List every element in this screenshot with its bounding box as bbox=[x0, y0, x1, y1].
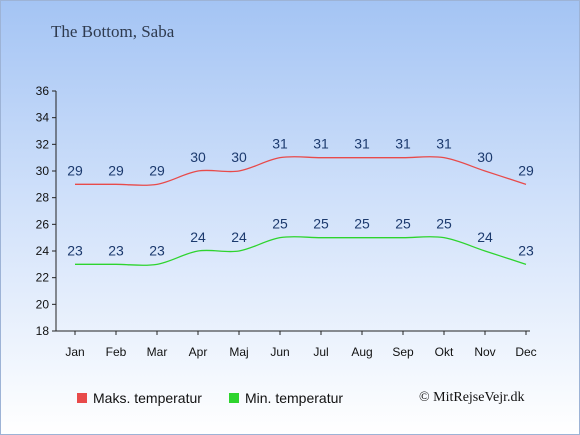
max-temperature-line bbox=[74, 156, 527, 186]
min-data-label: 23 bbox=[149, 242, 165, 258]
x-tick-label: Nov bbox=[474, 345, 495, 359]
min-data-label: 24 bbox=[190, 229, 206, 245]
chart-title: The Bottom, Saba bbox=[51, 22, 175, 41]
x-tick-label: Dec bbox=[515, 345, 536, 359]
min-data-label: 25 bbox=[272, 216, 288, 232]
max-data-label: 31 bbox=[436, 136, 452, 152]
legend-min: Min. temperatur bbox=[229, 390, 343, 406]
legend-min-label: Min. temperatur bbox=[245, 390, 344, 406]
y-tick-label: 20 bbox=[36, 297, 50, 311]
min-temperature-line bbox=[75, 236, 527, 266]
x-tick-label: Jun bbox=[270, 345, 289, 359]
legend-max: Maks. temperatur bbox=[77, 390, 202, 406]
max-data-label: 31 bbox=[313, 136, 329, 152]
x-tick-label: Sep bbox=[392, 345, 414, 359]
max-data-label: 29 bbox=[108, 162, 124, 178]
y-tick-label: 26 bbox=[36, 217, 50, 231]
y-tick-label: 22 bbox=[36, 271, 50, 285]
y-tick-label: 30 bbox=[36, 164, 50, 178]
x-tick-label: Mar bbox=[147, 345, 168, 359]
x-tick-label: Apr bbox=[189, 345, 208, 359]
legend-max-swatch bbox=[77, 393, 87, 403]
min-data-label: 25 bbox=[354, 216, 370, 232]
min-data-label: 23 bbox=[67, 242, 83, 258]
max-data-label: 31 bbox=[272, 136, 288, 152]
max-data-label: 30 bbox=[477, 149, 493, 165]
y-tick-label: 32 bbox=[36, 137, 50, 151]
y-tick-label: 18 bbox=[36, 324, 50, 338]
max-data-label: 30 bbox=[190, 149, 206, 165]
max-data-label: 29 bbox=[518, 162, 534, 178]
max-data-label: 31 bbox=[395, 136, 411, 152]
x-tick-label: Okt bbox=[435, 345, 454, 359]
y-tick-label: 24 bbox=[36, 244, 50, 258]
x-tick-label: Aug bbox=[351, 345, 372, 359]
x-tick-label: Maj bbox=[229, 345, 248, 359]
legend-max-label: Maks. temperatur bbox=[93, 390, 202, 406]
min-data-label: 25 bbox=[436, 216, 452, 232]
y-tick-label: 36 bbox=[36, 84, 50, 98]
x-tick-label: Jul bbox=[313, 345, 328, 359]
min-data-label: 24 bbox=[477, 229, 493, 245]
y-tick-label: 34 bbox=[36, 111, 50, 125]
min-data-label: 23 bbox=[518, 242, 534, 258]
min-data-label: 23 bbox=[108, 242, 124, 258]
legend-min-swatch bbox=[229, 393, 239, 403]
x-tick-label: Jan bbox=[65, 345, 84, 359]
min-data-label: 25 bbox=[395, 216, 411, 232]
x-tick-label: Feb bbox=[106, 345, 127, 359]
max-data-label: 29 bbox=[67, 162, 83, 178]
max-data-label: 30 bbox=[231, 149, 247, 165]
min-data-label: 24 bbox=[231, 229, 247, 245]
y-tick-label: 28 bbox=[36, 191, 50, 205]
max-data-label: 31 bbox=[354, 136, 370, 152]
max-data-label: 29 bbox=[149, 162, 165, 178]
min-data-label: 25 bbox=[313, 216, 329, 232]
copyright-text: © MitRejseVejr.dk bbox=[419, 390, 525, 405]
